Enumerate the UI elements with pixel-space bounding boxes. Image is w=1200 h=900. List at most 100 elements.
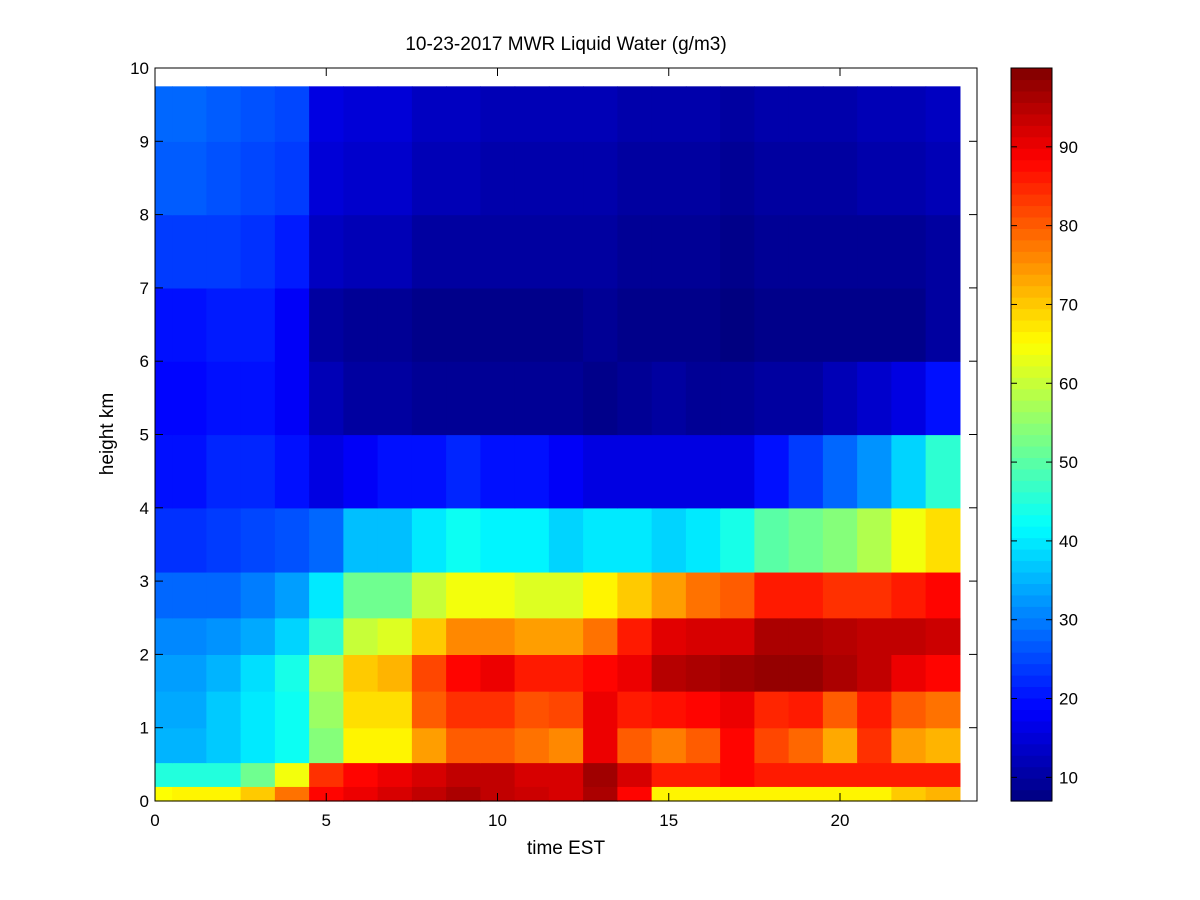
heatmap-cell (788, 654, 824, 692)
heatmap-cell (720, 141, 755, 216)
heatmap-cell (172, 727, 207, 764)
heatmap-cell (274, 654, 310, 692)
heatmap-cell (583, 691, 618, 729)
heatmap-cell (788, 727, 824, 764)
heatmap-cell (720, 507, 755, 573)
heatmap-cell (411, 141, 447, 216)
colorbar-tick-label: 10 (1059, 768, 1078, 787)
heatmap-cell (891, 617, 927, 655)
heatmap-cell (480, 727, 516, 764)
heatmap-cell (891, 287, 927, 362)
heatmap-cell (206, 617, 242, 655)
heatmap-cell (309, 287, 344, 362)
heatmap-cell (548, 762, 584, 787)
heatmap-cell (206, 691, 242, 729)
heatmap-cell (377, 691, 413, 729)
heatmap-cell (685, 762, 721, 787)
heatmap-cell (480, 287, 516, 362)
heatmap-cell (446, 434, 481, 509)
heatmap-cell (754, 691, 790, 729)
heatmap-cell (309, 691, 344, 729)
heatmap-cell (309, 762, 344, 787)
heatmap-cell (343, 691, 379, 729)
heatmap-cell (155, 617, 173, 655)
heatmap-cell (754, 141, 790, 216)
heatmap-cell (754, 786, 790, 802)
heatmap-cell (617, 507, 653, 573)
heatmap-cell (446, 214, 481, 289)
heatmap-cell (925, 214, 961, 289)
colorbar-band (1011, 526, 1052, 539)
heatmap-cell (583, 361, 618, 436)
heatmap-cell (309, 86, 344, 142)
heatmap-cell (857, 214, 892, 289)
colorbar-tick-label: 60 (1059, 374, 1078, 393)
heatmap-cell (206, 762, 242, 787)
heatmap-cell (377, 86, 413, 142)
heatmap-cell (240, 434, 276, 509)
heatmap-cell (822, 287, 858, 362)
heatmap-cell (155, 727, 173, 764)
heatmap-cell (446, 571, 481, 619)
heatmap-cell (155, 434, 173, 509)
heatmap-cell (891, 654, 927, 692)
heatmap-cell (480, 654, 516, 692)
heatmap-cell (651, 727, 687, 764)
heatmap-cell (788, 617, 824, 655)
heatmap-cell (155, 654, 173, 692)
x-tick-label: 10 (488, 811, 507, 830)
heatmap-cell (343, 287, 379, 362)
heatmap-cell (240, 287, 276, 362)
colorbar-band (1011, 560, 1052, 573)
heatmap-cell (651, 434, 687, 509)
heatmap-cell (788, 691, 824, 729)
heatmap-cell (822, 571, 858, 619)
heatmap-cell (925, 507, 961, 573)
heatmap-cell (172, 786, 207, 802)
heatmap-cell (548, 654, 584, 692)
heatmap-cell (274, 786, 310, 802)
colorbar-band (1011, 411, 1052, 424)
heatmap-cell (172, 287, 207, 362)
heatmap-cell (720, 434, 755, 509)
colorbar-band (1011, 182, 1052, 195)
colorbar-band (1011, 789, 1052, 802)
heatmap-cell (548, 507, 584, 573)
heatmap-cell (651, 141, 687, 216)
heatmap-cell (822, 654, 858, 692)
colorbar-band (1011, 766, 1052, 779)
heatmap-cell (240, 762, 276, 787)
heatmap-cell (583, 571, 618, 619)
heatmap-cell (206, 361, 242, 436)
x-tick-label: 15 (659, 811, 678, 830)
heatmap-cell (925, 654, 961, 692)
heatmap-cell (514, 214, 550, 289)
colorbar-band (1011, 90, 1052, 103)
heatmap-cell (754, 86, 790, 142)
heatmap-cell (857, 434, 892, 509)
y-tick-label: 3 (140, 572, 149, 591)
colorbar-band (1011, 537, 1052, 550)
heatmap-cell (583, 727, 618, 764)
colorbar: 10 20 30 40 50 60 70 80 90 (1010, 67, 1078, 802)
heatmap-cell (822, 507, 858, 573)
heatmap-cell (240, 691, 276, 729)
heatmap-cell (788, 434, 824, 509)
heatmap-cell (377, 786, 413, 802)
y-tick-label: 8 (140, 206, 149, 225)
heatmap-cell (754, 727, 790, 764)
colorbar-band (1011, 388, 1052, 401)
colorbar-band (1011, 594, 1052, 607)
heatmap-cell (343, 617, 379, 655)
heatmap-cell (377, 434, 413, 509)
colorbar-band (1011, 697, 1052, 710)
heatmap-cell (617, 214, 653, 289)
heatmap-cell (172, 571, 207, 619)
heatmap-cell (155, 786, 173, 802)
heatmap-cell (788, 141, 824, 216)
heatmap-cell (274, 287, 310, 362)
colorbar-band (1011, 491, 1052, 504)
heatmap-cell (172, 617, 207, 655)
heatmap-cell (411, 762, 447, 787)
